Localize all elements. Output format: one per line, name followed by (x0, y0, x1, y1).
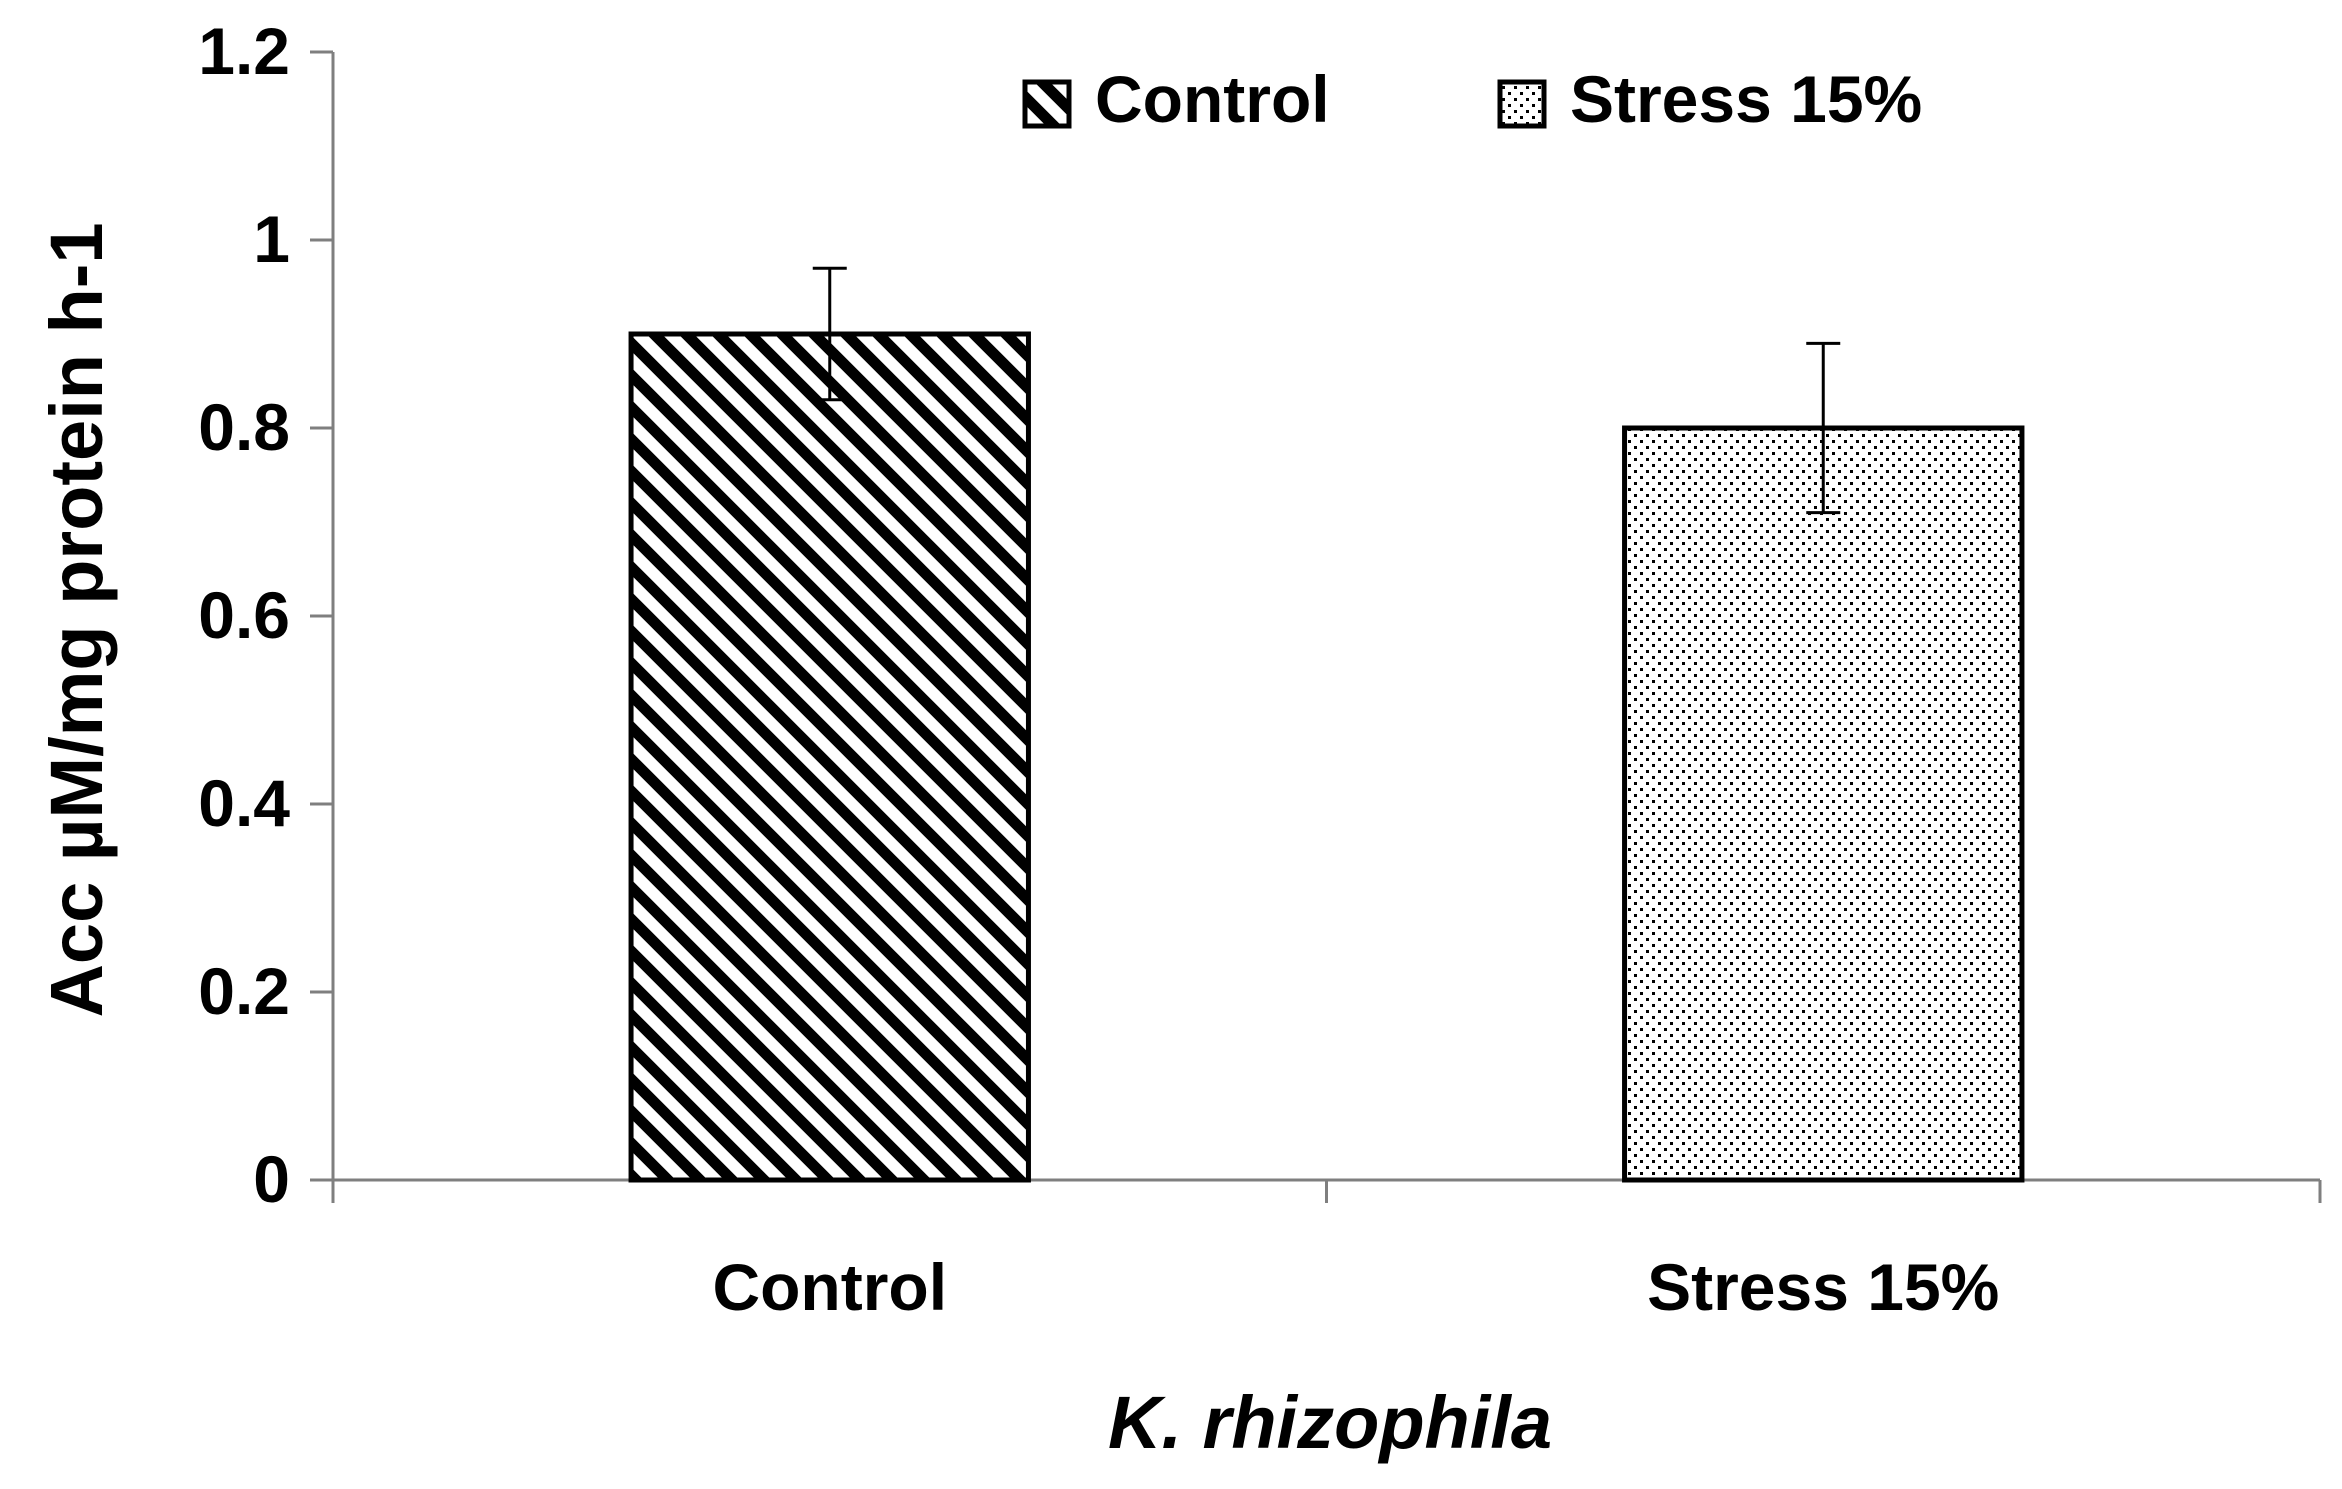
bar-control (628, 331, 1031, 1183)
x-axis-ticks: Control Stress 15% (331, 1180, 2322, 1324)
y-tick-label: 1 (253, 202, 290, 276)
legend-swatch-control (1022, 79, 1072, 129)
y-tick-label: 1.2 (198, 14, 290, 88)
y-tick-label: 0 (253, 1142, 290, 1216)
legend-item-stress[interactable]: Stress 15% (1497, 62, 1922, 136)
bars (628, 331, 2025, 1183)
bar-stress (1622, 425, 2025, 1183)
x-tick-label: Stress 15% (1647, 1250, 1999, 1324)
y-axis-ticks: 0 0.2 0.4 0.6 0.8 1 1.2 (198, 14, 333, 1216)
legend-swatch-stress (1497, 79, 1547, 129)
y-tick-label: 0.4 (198, 766, 290, 840)
x-axis-title: K. rhizophila (1108, 1381, 1552, 1464)
legend-label-control: Control (1095, 62, 1330, 136)
y-tick-label: 0.6 (198, 578, 290, 652)
y-tick-label: 0.2 (198, 954, 290, 1028)
legend-item-control[interactable]: Control (1022, 62, 1330, 136)
error-bars (812, 266, 1841, 515)
legend-label-stress: Stress 15% (1570, 62, 1922, 136)
x-tick-label: Control (712, 1250, 947, 1324)
y-axis-title: Acc µM/mg protein h-1 (35, 222, 118, 1017)
y-tick-label: 0.8 (198, 390, 290, 464)
legend: Control Stress 15% (1022, 62, 1922, 136)
